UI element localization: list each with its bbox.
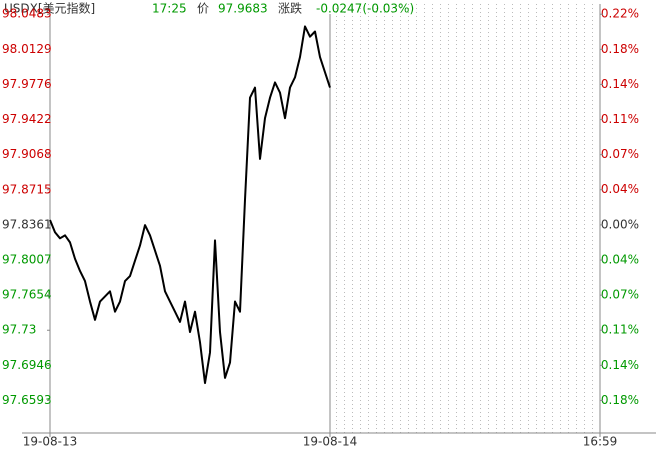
y2-tick-label: 0.14%	[601, 77, 639, 91]
y2-tick-label: 0.14%	[601, 358, 639, 372]
y-tick-label: 97.9776	[2, 77, 52, 91]
change-label: 涨跌	[278, 1, 302, 16]
y2-tick-label: 0.22%	[601, 7, 639, 21]
y2-tick-label: 0.18%	[601, 42, 639, 56]
y2-tick-label: 0.11%	[601, 323, 639, 337]
y-tick-label: 97.6946	[2, 358, 52, 372]
y-tick-label: 97.9422	[2, 112, 52, 126]
future-area	[331, 4, 599, 433]
price-label: 价	[197, 2, 209, 16]
x-tick-label: 19-08-13	[23, 435, 77, 449]
y2-tick-label: 0.18%	[601, 393, 639, 407]
y-tick-label: 97.6593	[2, 393, 52, 407]
price: 97.9683	[218, 2, 268, 16]
x-tick-label: 19-08-14	[303, 435, 357, 449]
y-tick-label: 97.8715	[2, 182, 52, 196]
y-tick-label: 98.0483	[2, 7, 52, 21]
y2-tick-label: 0.07%	[601, 147, 639, 161]
y2-tick-label: 0.11%	[601, 112, 639, 126]
y-tick-label: 97.73	[2, 323, 36, 337]
y-tick-label: 97.7654	[2, 288, 52, 302]
y2-tick-label: 0.00%	[601, 217, 639, 231]
change: -0.0247(-0.03%)	[316, 2, 414, 16]
y-tick-label: 97.8007	[2, 253, 52, 267]
price-line	[49, 25, 331, 385]
x-tick-label: 16:59	[583, 435, 618, 449]
y-tick-label: 97.8361	[2, 217, 52, 231]
y2-tick-label: 0.07%	[601, 288, 639, 302]
time: 17:25	[152, 2, 187, 16]
y-tick-label: 98.0129	[2, 42, 52, 56]
y-tick-label: 97.9068	[2, 147, 52, 161]
y2-tick-label: 0.04%	[601, 182, 639, 196]
y2-tick-label: 0.04%	[601, 253, 639, 267]
